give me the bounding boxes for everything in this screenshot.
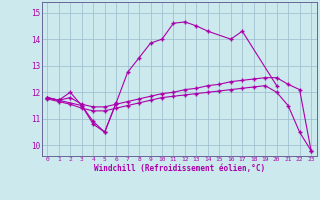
X-axis label: Windchill (Refroidissement éolien,°C): Windchill (Refroidissement éolien,°C) [94,164,265,173]
